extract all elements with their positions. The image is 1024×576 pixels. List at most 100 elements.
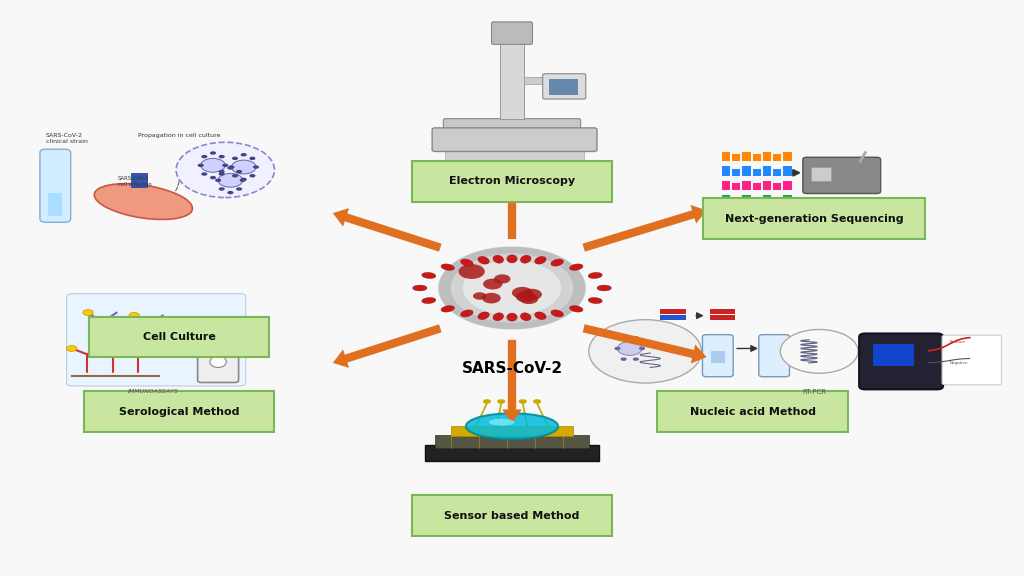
FancyBboxPatch shape xyxy=(753,169,761,176)
Circle shape xyxy=(522,289,542,300)
Circle shape xyxy=(202,155,208,158)
FancyBboxPatch shape xyxy=(773,183,781,190)
FancyBboxPatch shape xyxy=(942,335,1001,385)
Ellipse shape xyxy=(569,264,583,270)
Circle shape xyxy=(494,274,511,283)
Circle shape xyxy=(118,346,128,351)
FancyBboxPatch shape xyxy=(742,166,751,176)
Circle shape xyxy=(218,172,224,176)
Circle shape xyxy=(219,187,225,191)
Circle shape xyxy=(222,164,228,167)
Ellipse shape xyxy=(588,272,602,278)
Ellipse shape xyxy=(507,255,517,263)
FancyBboxPatch shape xyxy=(500,39,524,119)
Circle shape xyxy=(215,179,221,182)
Ellipse shape xyxy=(569,306,583,312)
Circle shape xyxy=(236,187,242,191)
FancyBboxPatch shape xyxy=(763,195,771,204)
FancyBboxPatch shape xyxy=(783,166,792,176)
Circle shape xyxy=(249,157,255,160)
Text: Propagation in cell culture: Propagation in cell culture xyxy=(138,133,220,138)
Circle shape xyxy=(240,179,246,182)
Ellipse shape xyxy=(597,285,611,291)
FancyBboxPatch shape xyxy=(773,198,781,204)
Text: Sensor based Method: Sensor based Method xyxy=(444,510,580,521)
FancyBboxPatch shape xyxy=(759,335,790,377)
Ellipse shape xyxy=(461,259,473,266)
Circle shape xyxy=(227,166,233,170)
FancyBboxPatch shape xyxy=(710,309,735,314)
FancyBboxPatch shape xyxy=(425,445,599,461)
FancyBboxPatch shape xyxy=(412,495,612,536)
Text: Next-generation Sequencing: Next-generation Sequencing xyxy=(725,214,903,224)
FancyBboxPatch shape xyxy=(432,128,597,151)
Circle shape xyxy=(516,291,536,302)
Text: Serological Method: Serological Method xyxy=(119,407,240,417)
FancyBboxPatch shape xyxy=(722,181,730,190)
FancyBboxPatch shape xyxy=(763,152,771,161)
Circle shape xyxy=(617,342,642,355)
Ellipse shape xyxy=(507,313,517,321)
FancyBboxPatch shape xyxy=(660,315,686,320)
FancyBboxPatch shape xyxy=(753,198,761,204)
Ellipse shape xyxy=(493,313,504,321)
Text: IMMUNOASSAYS: IMMUNOASSAYS xyxy=(128,389,179,394)
FancyBboxPatch shape xyxy=(657,392,848,432)
Circle shape xyxy=(512,287,532,298)
Ellipse shape xyxy=(520,255,531,263)
Ellipse shape xyxy=(493,255,504,263)
FancyBboxPatch shape xyxy=(783,152,792,161)
Circle shape xyxy=(482,293,501,304)
FancyBboxPatch shape xyxy=(773,169,781,176)
Circle shape xyxy=(532,399,541,404)
FancyBboxPatch shape xyxy=(710,315,735,320)
Circle shape xyxy=(241,177,247,181)
FancyBboxPatch shape xyxy=(84,392,274,432)
Ellipse shape xyxy=(441,264,455,270)
FancyBboxPatch shape xyxy=(435,435,589,448)
FancyBboxPatch shape xyxy=(753,183,761,190)
Circle shape xyxy=(473,292,486,300)
Circle shape xyxy=(621,357,627,361)
Circle shape xyxy=(67,346,77,351)
FancyBboxPatch shape xyxy=(48,193,62,216)
FancyBboxPatch shape xyxy=(208,328,228,337)
FancyBboxPatch shape xyxy=(660,309,686,314)
Circle shape xyxy=(228,165,234,169)
Circle shape xyxy=(92,346,102,351)
Text: SARS-CoV-2
clinical strain: SARS-CoV-2 clinical strain xyxy=(46,133,88,144)
Ellipse shape xyxy=(489,419,514,426)
FancyBboxPatch shape xyxy=(443,119,581,134)
Circle shape xyxy=(589,320,701,383)
FancyBboxPatch shape xyxy=(67,294,246,386)
FancyBboxPatch shape xyxy=(412,161,612,202)
Ellipse shape xyxy=(441,306,455,312)
Ellipse shape xyxy=(520,313,531,321)
Ellipse shape xyxy=(551,259,563,266)
Ellipse shape xyxy=(478,312,489,320)
Circle shape xyxy=(451,253,573,323)
Circle shape xyxy=(210,176,216,179)
Ellipse shape xyxy=(210,356,226,367)
FancyBboxPatch shape xyxy=(492,22,532,44)
Circle shape xyxy=(633,357,639,361)
Circle shape xyxy=(232,174,239,177)
Circle shape xyxy=(519,294,539,304)
FancyBboxPatch shape xyxy=(763,166,771,176)
FancyBboxPatch shape xyxy=(773,154,781,161)
FancyBboxPatch shape xyxy=(89,317,269,357)
Circle shape xyxy=(202,172,208,176)
FancyBboxPatch shape xyxy=(859,334,943,389)
FancyBboxPatch shape xyxy=(732,183,740,190)
FancyBboxPatch shape xyxy=(763,181,771,190)
Circle shape xyxy=(633,336,639,340)
Circle shape xyxy=(210,151,216,155)
Ellipse shape xyxy=(551,310,563,317)
FancyBboxPatch shape xyxy=(742,152,751,161)
FancyBboxPatch shape xyxy=(722,152,730,161)
Circle shape xyxy=(219,170,225,173)
Text: Electron Microscopy: Electron Microscopy xyxy=(449,176,575,187)
Text: SARS-CoV-2
cell infection: SARS-CoV-2 cell infection xyxy=(118,176,152,187)
FancyBboxPatch shape xyxy=(702,335,733,377)
Ellipse shape xyxy=(461,310,473,317)
